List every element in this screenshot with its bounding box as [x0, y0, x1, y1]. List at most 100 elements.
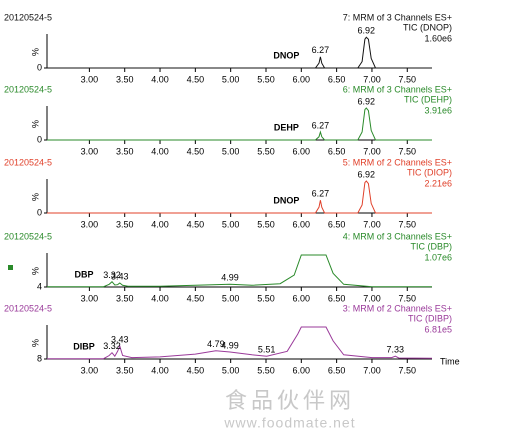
peak-label: 4.99	[221, 340, 239, 350]
trace-line	[47, 326, 433, 360]
trace-label: TIC (DIBP)	[408, 313, 452, 323]
x-tick-label: 4.50	[187, 365, 205, 375]
x-tick-label: 7.50	[399, 146, 417, 156]
x-tick-label: 5.00	[222, 74, 240, 84]
y-tick-label: 0	[37, 62, 42, 72]
intensity-label: 1.07e6	[424, 252, 452, 262]
compound-label: DBP	[74, 269, 93, 279]
chromatogram-panel: 20120524-5 5: MRM of 2 Channels ES+TIC (D…	[4, 157, 452, 229]
x-tick-label: 3.00	[81, 146, 99, 156]
panel-title: 20120524-5	[4, 84, 52, 94]
chromatogram-panel: 20120524-5 3: MRM of 2 Channels ES+TIC (D…	[4, 303, 460, 375]
peak-label: 4.99	[221, 273, 239, 283]
y-tick-label: 8	[37, 353, 42, 363]
channel-label: 3: MRM of 2 Channels ES+	[343, 303, 452, 313]
channel-label: 4: MRM of 3 Channels ES+	[343, 231, 452, 241]
x-tick-label: 7.00	[363, 146, 381, 156]
y-axis-label: %	[30, 339, 40, 347]
x-tick-label: 5.00	[222, 293, 240, 303]
x-tick-label: 7.50	[399, 219, 417, 229]
x-tick-label: 3.00	[81, 365, 99, 375]
peak-label: 6.27	[312, 120, 330, 130]
x-tick-label: 5.00	[222, 365, 240, 375]
channel-label: 5: MRM of 2 Channels ES+	[343, 157, 452, 167]
panel-title: 20120524-5	[4, 157, 52, 167]
intensity-label: 1.60e6	[424, 33, 452, 43]
x-tick-label: 4.50	[187, 146, 205, 156]
x-tick-label: 4.00	[151, 146, 169, 156]
x-tick-label: 7.00	[363, 365, 381, 375]
x-tick-label: 4.50	[187, 74, 205, 84]
x-tick-label: 6.00	[293, 146, 311, 156]
trace-label: TIC (DIOP)	[407, 167, 452, 177]
trace-label: TIC (DNOP)	[403, 22, 452, 32]
x-tick-label: 5.50	[257, 146, 275, 156]
trace-line	[47, 36, 432, 69]
trace-line	[47, 180, 432, 214]
trace-label: TIC (DBP)	[411, 241, 453, 251]
trace-line	[47, 107, 432, 141]
x-tick-label: 5.00	[222, 146, 240, 156]
x-tick-label: 3.50	[116, 293, 134, 303]
peak-label: 4.79	[207, 339, 225, 349]
watermark-name: 食品伙伴网	[225, 388, 355, 413]
x-tick-label: 3.50	[116, 365, 134, 375]
y-tick-label: 0	[37, 134, 42, 144]
x-tick-label: 4.00	[151, 365, 169, 375]
x-tick-label: 3.50	[116, 146, 134, 156]
y-axis-label: %	[30, 267, 40, 275]
trace-line	[47, 254, 432, 288]
x-tick-label: 5.50	[257, 293, 275, 303]
y-tick-label: 0	[37, 207, 42, 217]
x-tick-label: 4.00	[151, 219, 169, 229]
channel-label: 6: MRM of 3 Channels ES+	[343, 84, 452, 94]
x-tick-label: 6.50	[328, 74, 346, 84]
x-tick-label: 7.00	[363, 74, 381, 84]
peak-label: 6.92	[358, 96, 376, 106]
panel-title: 20120524-5	[4, 12, 52, 22]
x-tick-label: 3.50	[116, 219, 134, 229]
compound-label: DNOP	[273, 195, 299, 205]
x-tick-label: 5.50	[257, 219, 275, 229]
trace-label: TIC (DEHP)	[404, 94, 452, 104]
watermark-url: www.foodmate.net	[223, 415, 355, 431]
peak-label: 3.32	[103, 270, 121, 280]
intensity-label: 3.91e6	[424, 105, 452, 115]
peak-label: 3.43	[111, 335, 129, 345]
x-tick-label: 7.00	[363, 219, 381, 229]
x-tick-label: 3.50	[116, 74, 134, 84]
x-tick-label: 5.00	[222, 219, 240, 229]
x-tick-label: 7.50	[399, 293, 417, 303]
x-tick-label: 3.00	[81, 219, 99, 229]
peak-label: 3.43	[111, 271, 129, 281]
x-tick-label: 5.50	[257, 365, 275, 375]
peak-label: 3.32	[103, 341, 121, 351]
channel-label: 7: MRM of 3 Channels ES+	[343, 12, 452, 22]
y-axis-label: %	[30, 120, 40, 128]
panel-title: 20120524-5	[4, 303, 52, 313]
x-tick-label: 4.00	[151, 74, 169, 84]
y-axis-label: %	[30, 48, 40, 56]
peak-label: 6.92	[358, 26, 376, 36]
x-tick-label: 6.50	[328, 365, 346, 375]
x-tick-label: 6.50	[328, 219, 346, 229]
y-tick-label: 4	[37, 281, 42, 291]
compound-label: DNOP	[273, 50, 299, 60]
x-axis-label: Time	[440, 356, 460, 366]
x-tick-label: 3.00	[81, 74, 99, 84]
panel-title: 20120524-5	[4, 231, 52, 241]
x-tick-label: 6.00	[293, 74, 311, 84]
x-tick-label: 3.00	[81, 293, 99, 303]
peak-label: 6.27	[312, 189, 330, 199]
chromatogram-panel: 20120524-5 6: MRM of 3 Channels ES+TIC (D…	[4, 84, 452, 156]
peak-label: 7.33	[387, 345, 405, 355]
chromatogram-panel: 20120524-5 7: MRM of 3 Channels ES+TIC (D…	[4, 12, 452, 84]
intensity-label: 6.81e5	[424, 324, 452, 334]
peak-label: 6.92	[358, 169, 376, 179]
marker	[8, 265, 13, 270]
x-tick-label: 7.00	[363, 293, 381, 303]
peak-label: 5.51	[258, 345, 276, 355]
x-tick-label: 6.00	[293, 293, 311, 303]
intensity-label: 2.21e6	[424, 178, 452, 188]
